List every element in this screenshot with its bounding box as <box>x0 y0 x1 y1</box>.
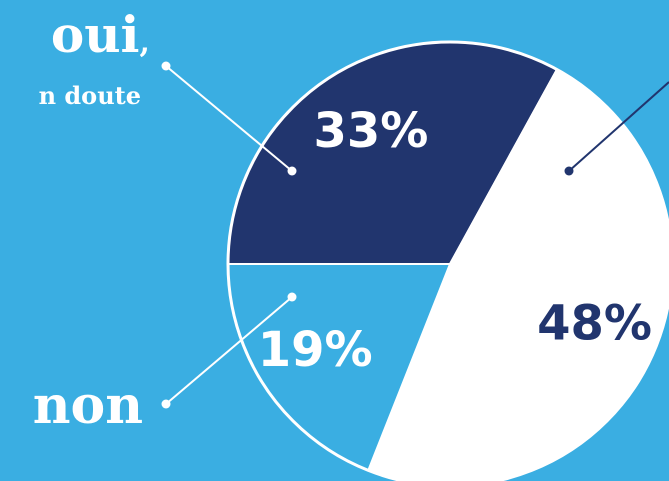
leader-non-dot-outer <box>161 399 171 409</box>
leader-oui <box>165 65 293 172</box>
leader-oui-dot-outer <box>161 61 171 71</box>
leader-non-dot-inner <box>287 292 297 302</box>
pie-outline <box>226 40 669 481</box>
leader-lines <box>161 61 669 409</box>
label-oui-subtitle-text: n doute <box>38 84 141 108</box>
pie-slices <box>226 40 669 481</box>
slice-main-value-label: 48% <box>537 296 652 352</box>
slice-oui-value-label: 33% <box>313 103 428 159</box>
leader-main <box>568 81 669 172</box>
label-non: non <box>32 375 143 436</box>
label-oui: oui, <box>0 10 150 60</box>
slice-non-value-label: 19% <box>258 322 373 378</box>
leader-non <box>165 296 293 405</box>
label-oui-comma: , <box>139 25 150 60</box>
label-oui-text: oui <box>50 5 140 64</box>
leader-main-dot-inner <box>564 166 574 176</box>
label-oui-subtitle: n doute <box>0 84 141 108</box>
slice-value-labels: 33% 48% 19% <box>258 103 652 378</box>
leader-oui-dot-inner <box>287 166 297 176</box>
